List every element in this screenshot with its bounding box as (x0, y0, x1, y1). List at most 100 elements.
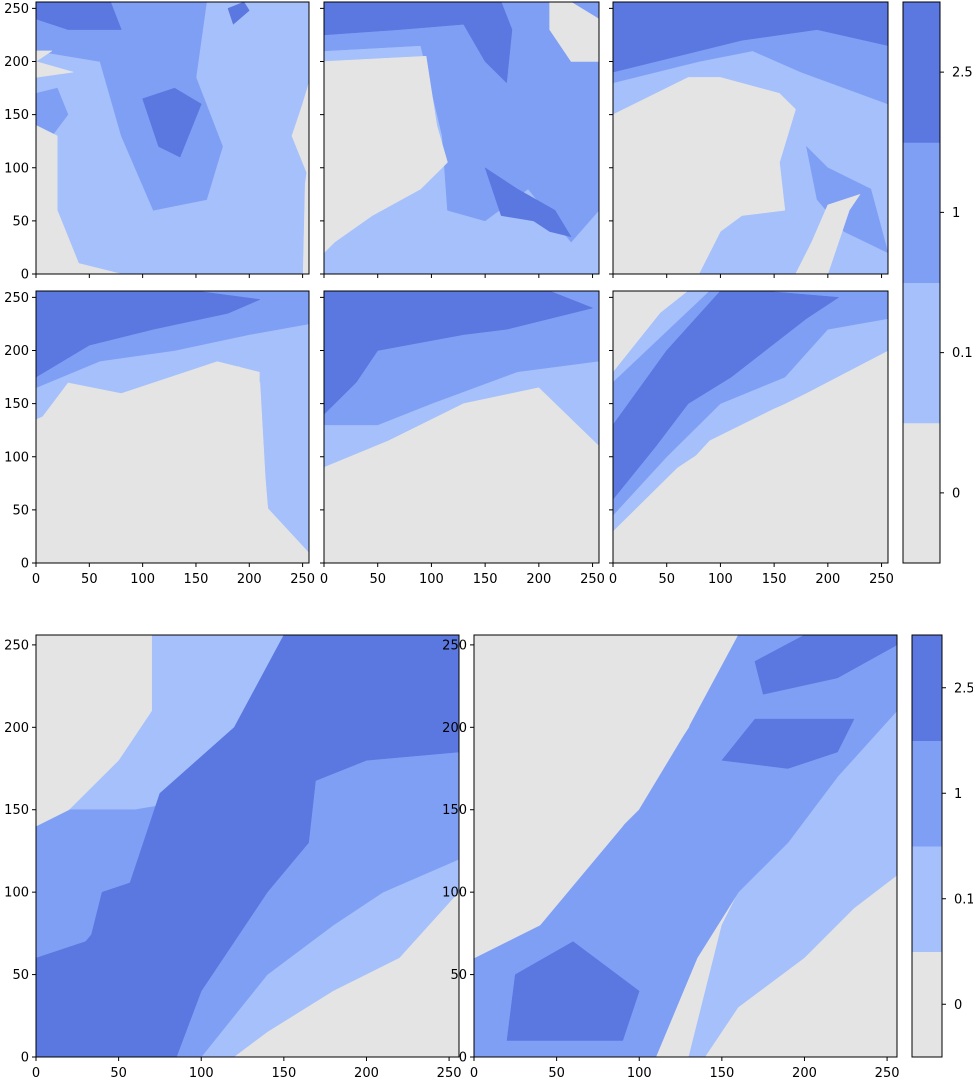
contour-region-level-0 (291, 81, 309, 179)
colorbar-tick-label: 0.1 (952, 346, 973, 361)
colorbar-segment (912, 635, 942, 741)
colorbar-tick-label: 0 (952, 486, 960, 501)
subplot-top-row2-col2: 0 50 100 150 200 250 (320, 290, 605, 587)
contour-region-level-0 (233, 891, 459, 1057)
y-tick-label: 250 (4, 2, 29, 17)
subplot-top-row2-col1: 0 50 100 150 200 250 0 50 100 150 200 250 (4, 290, 315, 587)
x-tick-label: 250 (437, 1066, 462, 1079)
y-tick-label: 50 (12, 214, 29, 229)
contour-region-level-0 (613, 291, 678, 373)
contour-region-level-0 (474, 635, 714, 959)
axes-frame (473, 634, 898, 1058)
colorbar-segment (903, 2, 940, 143)
y-tick-label: 50 (450, 968, 467, 983)
y-tick-label: 200 (4, 55, 29, 70)
colorbar-segment (903, 282, 940, 424)
contour-region-level-3 (36, 2, 122, 30)
colorbar-tick-label: 2.5 (954, 681, 973, 696)
contour-region-level-0 (36, 635, 152, 827)
y-tick-label: 0 (459, 1051, 467, 1066)
x-tick-label: 150 (184, 572, 209, 587)
contour-region-level-3 (36, 291, 261, 378)
x-tick-label: 150 (473, 572, 498, 587)
x-tick-label: 200 (792, 1066, 817, 1079)
colorbar-frame (902, 1, 941, 564)
x-tick-label: 50 (548, 1066, 565, 1079)
subplot-bottom-right: 0 50 100 150 200 250 0 50 100 150 200 250 (442, 634, 900, 1079)
x-tick-label: 250 (869, 572, 894, 587)
x-tick-label: 250 (875, 1066, 900, 1079)
x-tick-label: 0 (32, 572, 40, 587)
contour-region-level-3 (613, 291, 840, 500)
x-tick-label: 100 (130, 572, 155, 587)
colorbar-segment (903, 142, 940, 283)
contour-region-level-0 (36, 50, 122, 274)
x-tick-label: 200 (815, 572, 840, 587)
axes-frame (612, 1, 889, 275)
colorbar-frame (911, 634, 943, 1058)
contour-region-level-0 (549, 2, 599, 62)
contour-region-level-3 (721, 718, 855, 769)
x-tick-label: 0 (32, 1066, 40, 1079)
subplot-top-row1-col2 (320, 1, 600, 278)
colorbar-segment (912, 951, 942, 1058)
x-tick-label: 100 (708, 572, 733, 587)
contour-region-level-3 (36, 635, 459, 1057)
contour-region-level-3 (227, 2, 250, 25)
axes-frame (35, 634, 460, 1058)
contour-region-level-0 (795, 193, 861, 274)
contour-region-level-3 (484, 167, 572, 238)
colorbar-segment (912, 846, 942, 952)
x-tick-label: 50 (81, 572, 98, 587)
contour-region-level-3 (613, 2, 888, 73)
colorbar-segment (912, 740, 942, 847)
x-tick-label: 200 (526, 572, 551, 587)
x-tick-label: 50 (110, 1066, 127, 1079)
y-tick-label: 100 (442, 886, 467, 901)
y-tick-label: 100 (4, 886, 29, 901)
colorbar-tick-label: 1 (954, 787, 962, 802)
x-tick-label: 200 (237, 572, 262, 587)
subplot-top-row2-col3: 0 50 100 150 200 250 (609, 290, 894, 587)
axes-frame (35, 290, 310, 564)
axes-frame (35, 1, 310, 275)
colorbar-segment (903, 422, 940, 564)
y-tick-label: 0 (21, 557, 29, 572)
x-tick-label: 100 (627, 1066, 652, 1079)
x-tick-label: 150 (709, 1066, 734, 1079)
contour-region-level-0 (613, 360, 888, 563)
axes-frame (323, 290, 600, 564)
y-tick-label: 0 (21, 268, 29, 283)
y-tick-label: 50 (12, 968, 29, 983)
subplot-top-row1-col3 (609, 1, 889, 278)
colorbar-tick-label: 0.1 (954, 892, 973, 907)
y-tick-label: 150 (4, 803, 29, 818)
y-tick-label: 100 (4, 161, 29, 176)
contour-region-level-0 (36, 366, 309, 563)
contour-region-level-3 (754, 635, 897, 695)
contour-region-level-0 (324, 55, 448, 274)
x-tick-label: 250 (290, 572, 315, 587)
x-tick-label: 100 (189, 1066, 214, 1079)
y-tick-label: 150 (4, 397, 29, 412)
x-tick-label: 150 (762, 572, 787, 587)
x-tick-label: 50 (369, 572, 386, 587)
contour-region-level-0 (324, 387, 599, 563)
colorbar-tick-label: 0 (954, 998, 962, 1013)
contour-region-level-3 (506, 941, 640, 1041)
x-tick-label: 0 (470, 1066, 478, 1079)
y-tick-label: 150 (442, 803, 467, 818)
contour-region-level-0 (613, 77, 796, 274)
y-tick-label: 150 (4, 108, 29, 123)
contour-region-level-3 (324, 291, 594, 415)
y-tick-label: 200 (442, 721, 467, 736)
y-tick-label: 50 (12, 503, 29, 518)
contour-region-level-2 (36, 2, 223, 211)
colorbar: 0 0.1 1 2.5 (911, 634, 973, 1058)
x-tick-label: 250 (580, 572, 605, 587)
colorbar: 0 0.1 1 2.5 (902, 1, 973, 564)
y-tick-label: 250 (442, 638, 467, 653)
colorbar-tick-label: 2.5 (952, 66, 973, 81)
contour-region-level-3 (324, 2, 513, 84)
